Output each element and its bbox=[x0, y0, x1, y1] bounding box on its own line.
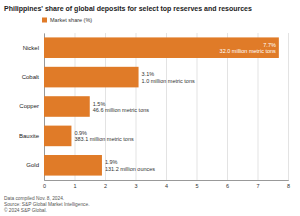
annotation: 1.0 million metric tons bbox=[142, 78, 195, 84]
footnote: Source: S&P Global Market Intelligence. bbox=[4, 202, 90, 207]
y-tick: Cobalt bbox=[22, 74, 44, 80]
y-tick-label: Cobalt bbox=[22, 74, 40, 80]
bar bbox=[44, 67, 139, 88]
grid-line bbox=[288, 33, 289, 180]
y-tick-label: Nickel bbox=[23, 45, 39, 51]
x-tick: 8 bbox=[287, 33, 290, 189]
x-tick-label: 6 bbox=[226, 183, 229, 189]
x-tick-label: 4 bbox=[165, 183, 168, 189]
annotation: 32.0 million metric tons bbox=[220, 48, 276, 54]
legend: Market share (%) bbox=[42, 17, 92, 23]
annotation: 383.1 million metric tons bbox=[74, 136, 134, 142]
y-tick-label: Bauxite bbox=[19, 133, 40, 139]
x-tick-label: 3 bbox=[134, 183, 137, 189]
footnote: © 2024 S&P Global. bbox=[4, 207, 47, 213]
x-tick-label: 5 bbox=[195, 183, 198, 189]
data-label: 3.1% bbox=[142, 71, 155, 77]
footnote: Data compiled Nov. 8, 2024. bbox=[4, 196, 64, 201]
y-axis: Nickel Cobalt Copper Bauxite Gold bbox=[19, 34, 45, 181]
annotation: 46.6 million metric tons bbox=[93, 107, 149, 113]
title: Philippines' share of global deposits fo… bbox=[4, 5, 252, 13]
y-tick-label: Copper bbox=[19, 103, 39, 109]
data-label: 1.5% bbox=[93, 101, 106, 107]
chart: Philippines' share of global deposits fo… bbox=[0, 0, 300, 216]
x-axis: 0 1 2 3 4 5 6 7 8 bbox=[43, 33, 290, 189]
y-tick: Nickel bbox=[23, 45, 44, 51]
plot: 0 1 2 3 4 5 6 7 8 Nickel Cobalt Copper Bauxite Gold 7.… bbox=[19, 33, 290, 189]
annotation: 131.2 million ounces bbox=[105, 166, 155, 172]
x-axis-line bbox=[45, 33, 289, 181]
x-tick-label: 1 bbox=[73, 183, 76, 189]
x-tick-label: 8 bbox=[287, 183, 290, 189]
y-tick: Gold bbox=[26, 162, 44, 168]
data-labels: 7.7%32.0 million metric tons 3.1%1.0 mill… bbox=[74, 42, 276, 172]
data-label: 0.9% bbox=[74, 130, 87, 136]
data-label: 1.9% bbox=[105, 159, 118, 165]
y-tick-label: Gold bbox=[26, 162, 39, 168]
y-tick: Copper bbox=[19, 103, 44, 109]
footnotes: Data compiled Nov. 8, 2024.Source: S&P G… bbox=[4, 196, 90, 213]
bars bbox=[44, 37, 279, 175]
y-tick: Bauxite bbox=[19, 133, 44, 139]
data-label: 7.7% bbox=[263, 42, 276, 48]
bar bbox=[44, 37, 279, 58]
legend-swatch bbox=[42, 18, 47, 23]
x-tick-label: 7 bbox=[256, 183, 259, 189]
bar bbox=[44, 126, 71, 147]
x-tick-label: 0 bbox=[43, 183, 46, 189]
bar bbox=[44, 96, 90, 117]
bar bbox=[44, 155, 102, 176]
x-tick-label: 2 bbox=[104, 183, 107, 189]
legend-label: Market share (%) bbox=[50, 17, 92, 23]
